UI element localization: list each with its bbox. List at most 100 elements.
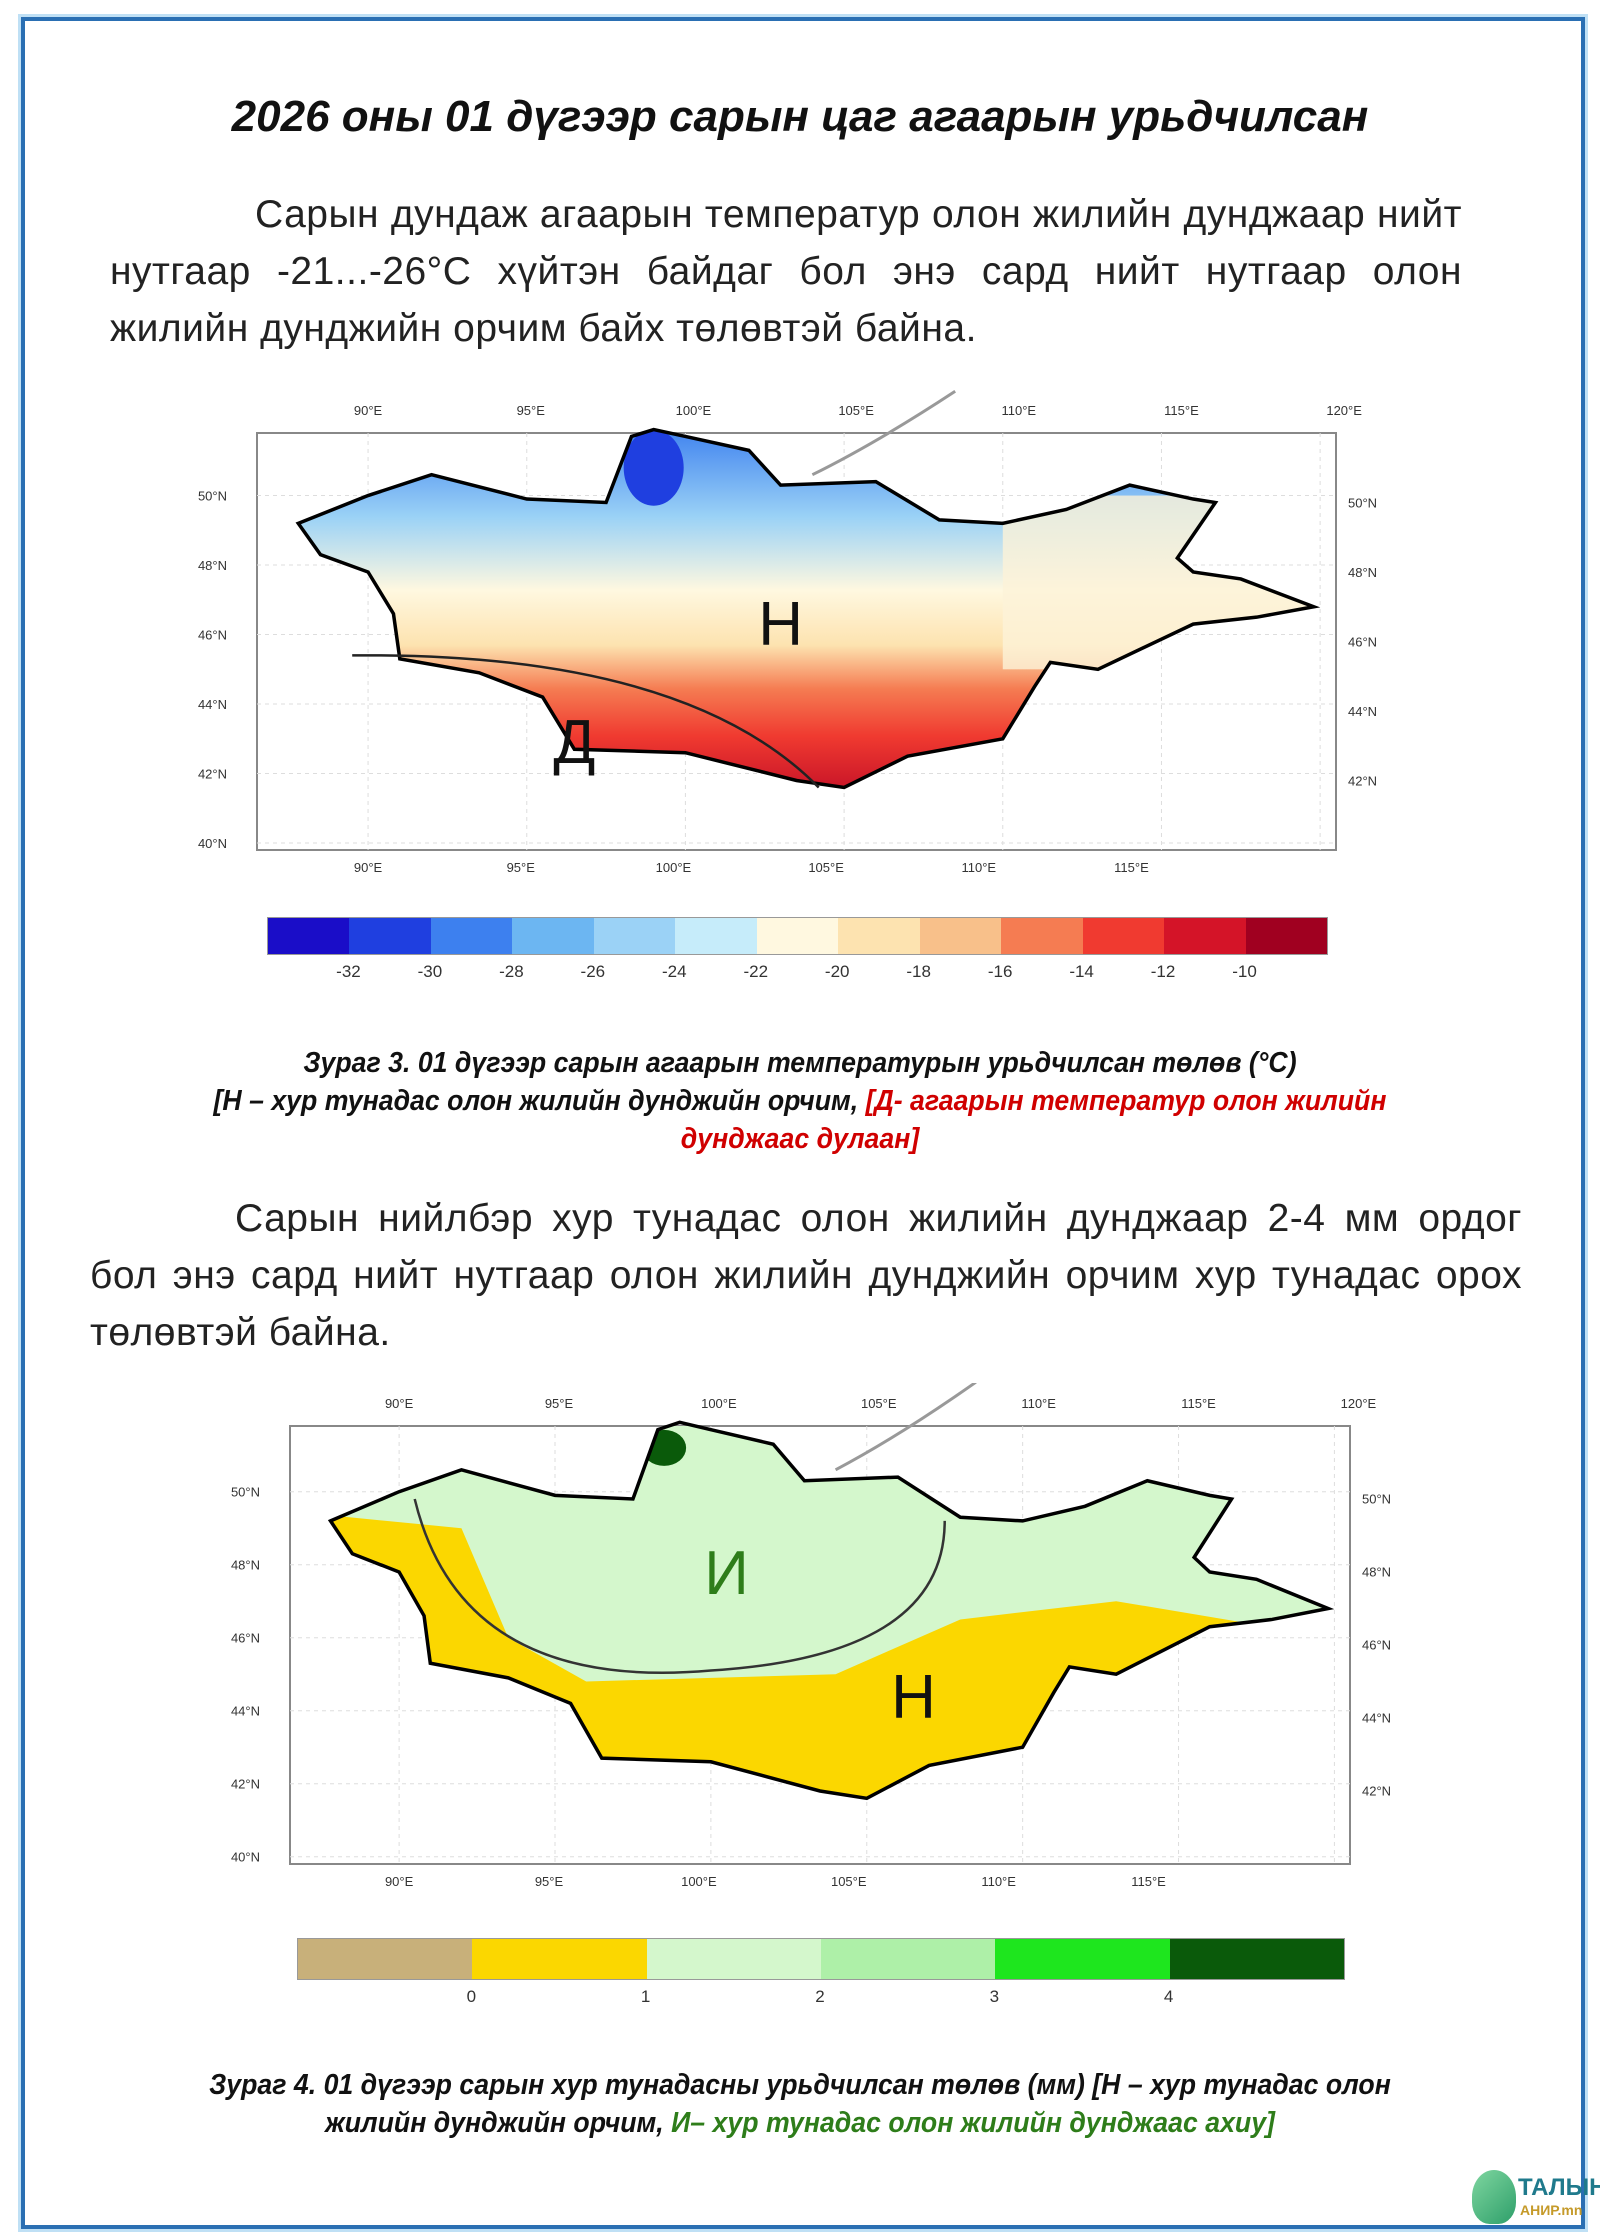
left-lat-tick: 40°N <box>231 1850 260 1865</box>
colorbar-swatch <box>1082 918 1165 954</box>
top-lon-tick: 95°E <box>517 403 546 418</box>
right-lat-tick: 46°N <box>1348 635 1377 650</box>
logo-subtext: АНИР.mn <box>1520 2202 1583 2218</box>
colorbar-swatch <box>838 918 920 954</box>
left-lat-tick: 50°N <box>198 489 227 504</box>
right-lat-tick: 42°N <box>1348 774 1377 789</box>
lake-baikal <box>811 390 956 477</box>
colorbar-swatch <box>995 1939 1170 1979</box>
colorbar-label: -30 <box>417 962 443 981</box>
left-lat-tick: 46°N <box>198 628 227 643</box>
top-lon-tick: 120°E <box>1326 403 1362 418</box>
colorbar-label: -20 <box>824 962 850 981</box>
colorbar-label: 4 <box>1163 1987 1174 2006</box>
left-lat-tick: 42°N <box>231 1777 260 1792</box>
colorbar-swatch <box>1001 918 1083 954</box>
colorbar-swatch <box>430 918 513 954</box>
colorbar-label: -28 <box>499 962 524 981</box>
right-lat-tick: 46°N <box>1362 1638 1391 1653</box>
colorbar-swatch <box>593 918 676 954</box>
bottom-lon-tick: 90°E <box>354 860 383 875</box>
precipitation-forecast-map: 90°E 95°E 100°E 105°E 110°E 115°E 120°E 90°E 95°… <box>231 1383 1391 1889</box>
colorbar-label: 3 <box>989 1987 1000 2006</box>
right-lat-tick: 44°N <box>1362 1711 1391 1726</box>
more-precip-arc <box>413 1498 946 1675</box>
bottom-lon-tick: 90°E <box>385 1874 414 1889</box>
top-lon-tick: 100°E <box>676 403 712 418</box>
figure4-caption-more: И– хур тунадас олон жилийн дунджаас ахиу… <box>671 2107 1275 2139</box>
temperature-forecast-map: 90°E 95°E 100°E 105°E 110°E 115°E 120°E 90°E 95°… <box>198 390 1377 875</box>
top-lon-tick: 105°E <box>838 403 874 418</box>
cold-spot <box>623 429 684 506</box>
colorbar-label: 1 <box>640 1987 651 2006</box>
logo-icon <box>1472 2170 1516 2224</box>
page-title: 2026 оны 01 дүгээр сарын цаг агаарын урь… <box>231 92 1369 141</box>
left-lat-tick: 46°N <box>231 1631 260 1646</box>
bottom-lon-tick: 115°E <box>1114 860 1149 875</box>
left-lat-tick: 40°N <box>198 836 227 851</box>
figure3-caption-normal: [Н – хур тунадас олон жилийн дунджийн ор… <box>213 1085 866 1117</box>
top-lon-tick: 100°E <box>701 1396 737 1411</box>
figure3-caption-main: Зураг 3. 01 дүгээр сарын агаарын темпера… <box>303 1047 1297 1079</box>
bottom-lon-tick: 95°E <box>507 860 536 875</box>
colorbar-label: 2 <box>815 1987 825 2006</box>
colorbar-label: -32 <box>336 962 361 981</box>
temperature-colorbar <box>267 917 1328 955</box>
colorbar-swatch <box>268 918 350 954</box>
top-lon-tick: 120°E <box>1341 1396 1377 1411</box>
left-lat-tick: 48°N <box>231 1558 260 1573</box>
colorbar-swatch <box>1245 918 1328 954</box>
left-lat-tick: 50°N <box>231 1485 260 1500</box>
colorbar-swatch <box>298 1939 473 1979</box>
normal-label: Н <box>758 590 803 659</box>
country-border <box>295 427 1321 790</box>
colorbar-swatch <box>472 1939 647 1979</box>
right-lat-tick: 44°N <box>1348 704 1377 719</box>
top-lon-tick: 90°E <box>385 1396 414 1411</box>
top-lon-tick: 95°E <box>545 1396 574 1411</box>
page-frame <box>21 17 1585 2229</box>
normal-label: Н <box>891 1663 936 1732</box>
colorbar-swatch <box>675 918 757 954</box>
colorbar-label: -12 <box>1150 962 1176 981</box>
bottom-lon-tick: 95°E <box>535 1874 564 1889</box>
bottom-lon-tick: 115°E <box>1131 1874 1166 1889</box>
precipitation-paragraph: Сарын нийлбэр хур тунадас олон жилийн ду… <box>90 1197 1522 1354</box>
top-lon-tick: 110°E <box>1021 1396 1056 1411</box>
colorbar-swatch <box>756 918 839 954</box>
figure3-caption: Зураг 3. 01 дүгээр сарын агаарын темпера… <box>193 1044 1407 1158</box>
colorbar-label: -18 <box>906 962 931 981</box>
temperature-paragraph: Сарын дундаж агаарын температур олон жил… <box>110 193 1462 350</box>
colorbar-swatch <box>919 918 1002 954</box>
precipitation-colorbar <box>297 1938 1345 1980</box>
colorbar-swatch <box>1169 1939 1344 1979</box>
right-lat-tick: 42°N <box>1362 1784 1391 1799</box>
colorbar-swatch <box>512 918 594 954</box>
colorbar-label: 0 <box>466 1987 477 2006</box>
left-lat-tick: 44°N <box>231 1704 260 1719</box>
logo-text: ТАЛЫН <box>1518 2174 1600 2201</box>
bottom-lon-tick: 100°E <box>681 1874 717 1889</box>
figure4-caption-normal: Зураг 4. 01 дүгээр сарын хур тунадасны у… <box>209 2069 1391 2139</box>
bottom-lon-tick: 100°E <box>656 860 692 875</box>
bottom-lon-tick: 110°E <box>961 860 996 875</box>
warm-label: Д <box>553 708 595 777</box>
right-lat-tick: 50°N <box>1348 496 1377 511</box>
bottom-lon-tick: 105°E <box>831 1874 867 1889</box>
colorbar-swatch <box>1164 918 1246 954</box>
top-lon-tick: 105°E <box>861 1396 897 1411</box>
warm-region-arc <box>352 654 820 789</box>
colorbar-label: -22 <box>743 962 769 981</box>
left-lat-tick: 44°N <box>198 697 227 712</box>
colorbar-label: -26 <box>580 962 606 981</box>
left-lat-tick: 42°N <box>198 767 227 782</box>
colorbar-label: -16 <box>987 962 1013 981</box>
lake-baikal <box>834 1383 977 1472</box>
bottom-lon-tick: 110°E <box>981 1874 1016 1889</box>
top-lon-tick: 90°E <box>354 403 383 418</box>
talyn-anir-logo: ТАЛЫН АНИР.mn <box>1472 2170 1600 2228</box>
right-lat-tick: 48°N <box>1362 1565 1391 1580</box>
figure4-caption: Зураг 4. 01 дүгээр сарын хур тунадасны у… <box>193 2066 1407 2142</box>
left-lat-tick: 48°N <box>198 558 227 573</box>
more-label: И <box>704 1539 749 1608</box>
